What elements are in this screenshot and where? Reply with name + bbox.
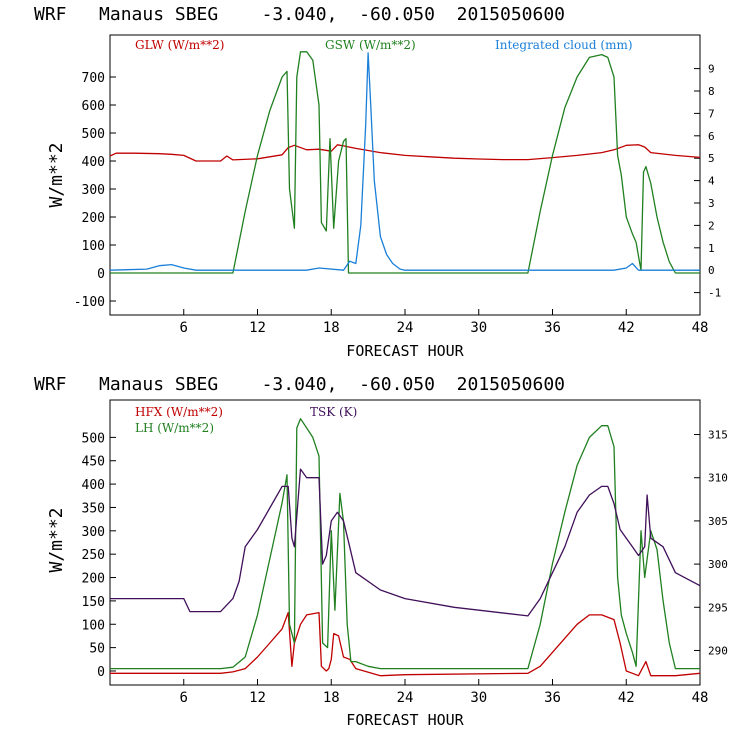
- x-tick-label: 30: [470, 320, 487, 336]
- series-line-2: [109, 52, 700, 271]
- y2-tick-label: 315: [708, 429, 728, 442]
- x-tick-label: 36: [544, 320, 561, 336]
- y2-tick-label: 290: [708, 644, 728, 657]
- y-tick-label: 400: [82, 155, 105, 170]
- series-line-0: [110, 611, 701, 677]
- x-tick-label: 6: [180, 690, 188, 706]
- series-line-1: [110, 418, 700, 670]
- chart-top: WRF Manaus SBEG -3.040, -60.050 20150506…: [34, 4, 721, 360]
- series-line-1: [110, 51, 700, 274]
- y2-tick-label: 2: [708, 219, 715, 232]
- y2-tick-label: 300: [708, 558, 728, 571]
- x-tick-label: 12: [249, 690, 266, 706]
- chart-bottom-left-axis: 0 50 100 150 200 250 300 350 400 450 500: [82, 431, 116, 680]
- y2-tick-label: 295: [708, 601, 728, 614]
- chart-bottom-right-axis: 290 295 300 305 310 315: [694, 429, 728, 657]
- y-tick-label: 0: [97, 665, 105, 680]
- y2-tick-label: 9: [708, 63, 715, 76]
- series-line-0: [109, 144, 701, 162]
- y-tick-label: 600: [82, 99, 105, 114]
- x-tick-label: 36: [544, 690, 561, 706]
- y-tick-label: 350: [82, 501, 105, 516]
- x-tick-label: 48: [692, 320, 709, 336]
- x-tick-label: 24: [397, 690, 414, 706]
- legend-hfx: HFX (W/m**2): [135, 405, 223, 419]
- chart-top-series: [109, 51, 701, 274]
- x-tick-label: 30: [470, 690, 487, 706]
- y-tick-label: 700: [82, 71, 105, 86]
- y-tick-label: 300: [82, 183, 105, 198]
- series-line-2: [110, 468, 701, 617]
- y-tick-label: 150: [82, 595, 105, 610]
- y2-tick-label: 4: [708, 175, 715, 188]
- y2-tick-label: 8: [708, 85, 715, 98]
- y2-tick-label: -1: [708, 287, 721, 300]
- y2-tick-label: 305: [708, 515, 728, 528]
- y-tick-label: -100: [74, 295, 105, 310]
- y-tick-label: 0: [97, 267, 105, 282]
- y2-tick-label: 5: [708, 152, 715, 165]
- chart-top-xlabel: FORECAST HOUR: [346, 342, 464, 360]
- chart-bottom-ylabel: W/m**2: [46, 507, 67, 572]
- chart-bottom-title: WRF Manaus SBEG -3.040, -60.050 20150506…: [34, 374, 565, 395]
- x-tick-label: 18: [323, 690, 340, 706]
- x-tick-label: 24: [397, 320, 414, 336]
- y2-tick-label: 3: [708, 197, 715, 210]
- legend-lh: LH (W/m**2): [135, 421, 214, 435]
- chart-bottom-series: [110, 418, 701, 677]
- x-tick-label: 6: [180, 320, 188, 336]
- legend-tsk: TSK (K): [310, 405, 357, 419]
- x-tick-label: 12: [249, 320, 266, 336]
- chart-bottom-xlabel: FORECAST HOUR: [346, 711, 464, 729]
- y-tick-label: 100: [82, 239, 105, 254]
- x-tick-label: 42: [618, 320, 635, 336]
- chart-top-left-axis: -100 0 100 200 300 400 500 600 700: [74, 71, 116, 310]
- chart-bottom-plot-frame: [109, 399, 701, 686]
- chart-top-x-axis: 6 12 18 24 30 36 42 48: [180, 309, 709, 336]
- x-tick-label: 48: [692, 690, 709, 706]
- y-tick-label: 50: [89, 642, 105, 657]
- y2-tick-label: 310: [708, 472, 728, 485]
- legend-glw: GLW (W/m**2): [135, 38, 224, 52]
- y-tick-label: 400: [82, 478, 105, 493]
- y-tick-label: 450: [82, 455, 105, 470]
- y2-tick-label: 0: [708, 264, 715, 277]
- chart-top-ylabel: W/m**2: [46, 142, 67, 207]
- y2-tick-label: 6: [708, 130, 715, 143]
- y-tick-label: 200: [82, 211, 105, 226]
- legend-gsw: GSW (W/m**2): [325, 38, 416, 52]
- chart-top-title: WRF Manaus SBEG -3.040, -60.050 20150506…: [34, 4, 565, 25]
- legend-cloud: Integrated cloud (mm): [495, 38, 633, 52]
- y2-tick-label: 1: [708, 242, 715, 255]
- y-tick-label: 100: [82, 618, 105, 633]
- x-tick-label: 42: [618, 690, 635, 706]
- y-tick-label: 500: [82, 127, 105, 142]
- y2-tick-label: 7: [708, 107, 715, 120]
- chart-top-right-axis: -1 0 1 2 3 4 5 6 7 8 9: [694, 63, 721, 300]
- x-tick-label: 18: [323, 320, 340, 336]
- y-tick-label: 500: [82, 431, 105, 446]
- chart-bottom-x-axis: 6 12 18 24 30 36 42 48: [180, 679, 709, 706]
- chart-bottom: WRF Manaus SBEG -3.040, -60.050 20150506…: [34, 374, 728, 729]
- y-tick-label: 250: [82, 548, 105, 563]
- y-tick-label: 300: [82, 525, 105, 540]
- y-tick-label: 200: [82, 572, 105, 587]
